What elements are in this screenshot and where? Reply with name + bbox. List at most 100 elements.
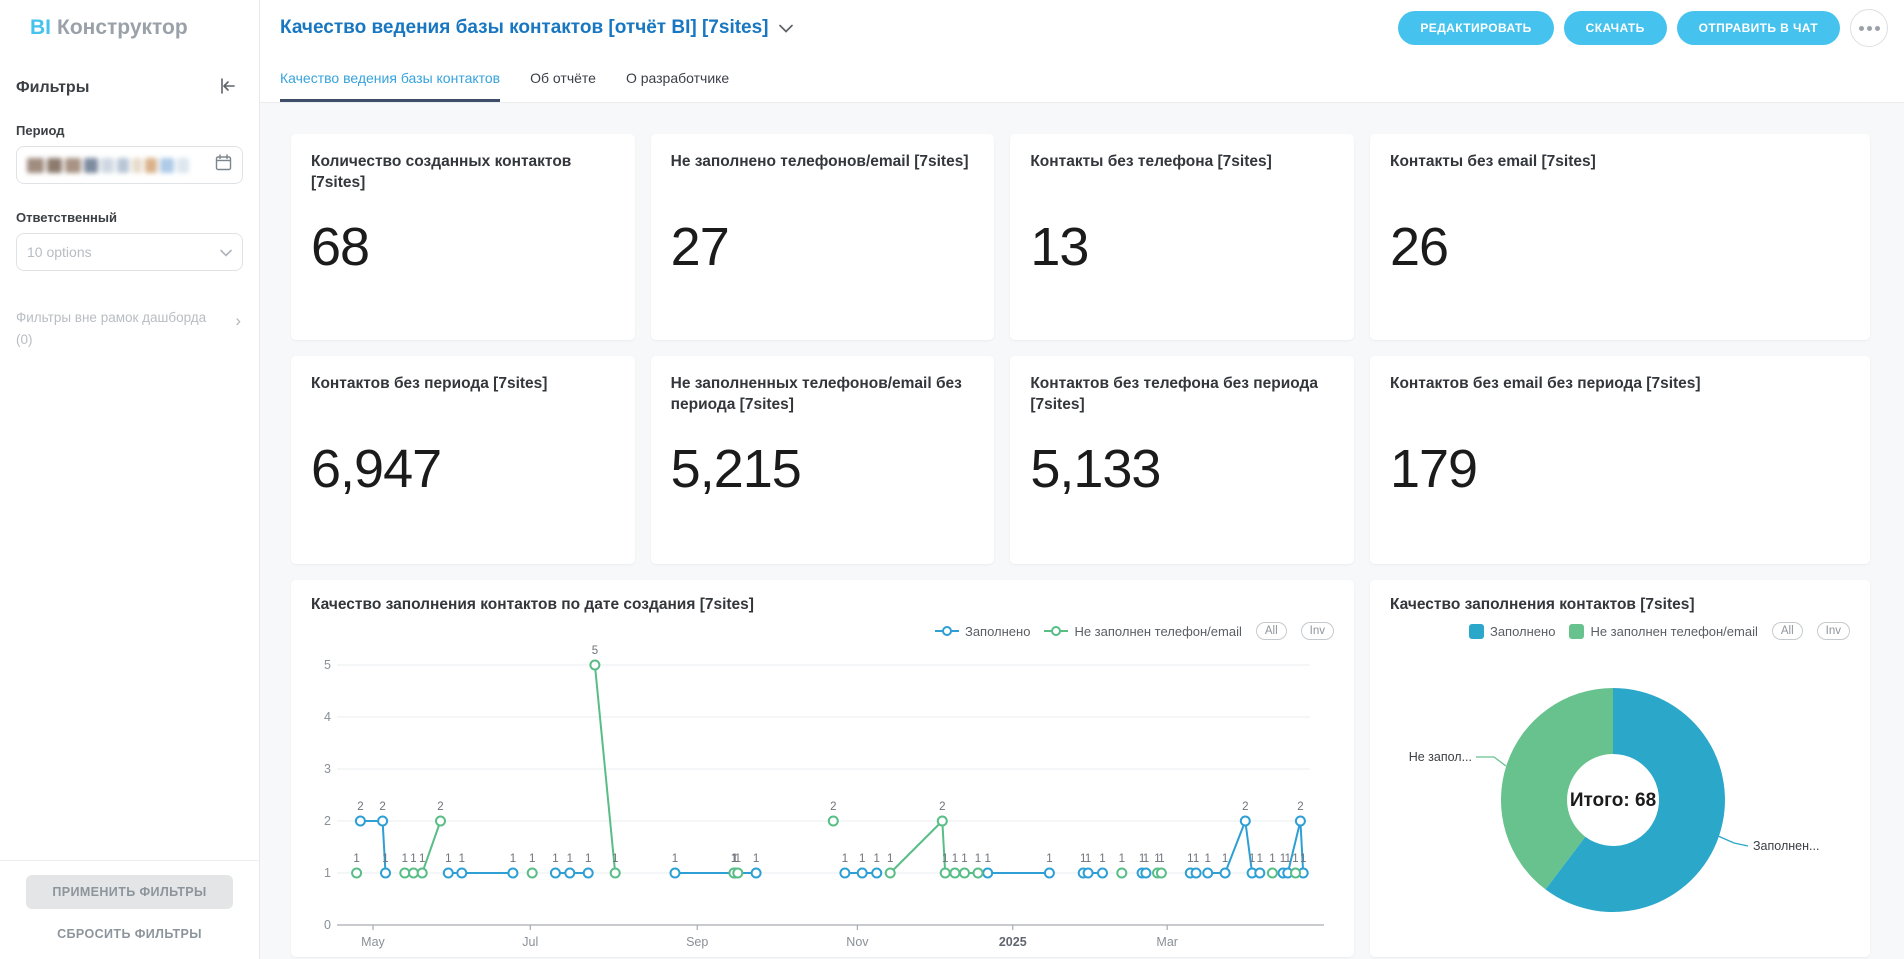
svg-text:May: May bbox=[361, 935, 385, 949]
kpi-value: 6,947 bbox=[311, 439, 442, 499]
svg-text:1: 1 bbox=[1300, 853, 1306, 865]
kpi-value: 26 bbox=[1389, 217, 1449, 277]
svg-text:1: 1 bbox=[672, 853, 678, 865]
svg-text:1: 1 bbox=[529, 853, 535, 865]
kpi-card-contacts-no-period: Контактов без периода [7sites] 6,947 bbox=[291, 356, 635, 564]
svg-text:1: 1 bbox=[510, 853, 516, 865]
svg-text:1: 1 bbox=[402, 853, 408, 865]
period-filter-label: Период bbox=[16, 123, 65, 138]
tab-quality-of-contacts[interactable]: Качество ведения базы контактов bbox=[280, 70, 501, 102]
kpi-title: Количество созданных контактов [7sites] bbox=[311, 153, 572, 191]
legend-item-filled[interactable]: Заполнено bbox=[1468, 623, 1555, 639]
more-options-button[interactable] bbox=[1850, 9, 1888, 47]
outer-filters-label: Фильтры вне рамок дашборда bbox=[16, 310, 207, 325]
svg-text:Mar: Mar bbox=[1156, 935, 1178, 949]
kpi-card-created-contacts: Количество созданных контактов [7sites] … bbox=[291, 134, 635, 340]
collapse-sidebar-icon[interactable] bbox=[219, 78, 237, 97]
svg-text:1: 1 bbox=[552, 853, 558, 865]
kpi-card-missing-phone-email: Не заполнено телефонов/email [7sites] 27 bbox=[650, 134, 995, 340]
outer-dashboard-filters-link[interactable]: Фильтры вне рамок дашборда (0) › bbox=[16, 307, 243, 350]
legend-item-not-filled[interactable]: Не заполнен телефон/email bbox=[1044, 624, 1242, 639]
svg-text:1: 1 bbox=[961, 853, 967, 865]
line-legend-marker-green bbox=[1044, 626, 1069, 636]
svg-text:1: 1 bbox=[753, 853, 759, 865]
kpi-card-contacts-without-email: Контакты без email [7sites] 26 bbox=[1369, 134, 1870, 340]
svg-text:1: 1 bbox=[612, 853, 618, 865]
svg-text:Итого: 68: Итого: 68 bbox=[1570, 790, 1656, 811]
svg-text:Заполнен...: Заполнен... bbox=[1753, 839, 1819, 853]
svg-text:1: 1 bbox=[445, 853, 451, 865]
svg-text:1: 1 bbox=[1080, 853, 1086, 865]
kpi-card-without-phone-no-period: Контактов без телефона без периода [7sit… bbox=[1010, 356, 1354, 564]
svg-text:Не запол...: Не запол... bbox=[1409, 750, 1472, 764]
legend-item-not-filled[interactable]: Не заполнен телефон/email bbox=[1569, 623, 1758, 639]
kpi-title: Контакты без телефона [7sites] bbox=[1030, 153, 1272, 170]
dashboard-content: Количество созданных контактов [7sites] … bbox=[260, 103, 1904, 959]
legend-inv-button[interactable]: Inv bbox=[1816, 622, 1850, 640]
svg-text:1: 1 bbox=[459, 853, 465, 865]
reset-filters-button[interactable]: СБРОСИТЬ ФИЛЬТРЫ bbox=[57, 927, 202, 941]
svg-text:2: 2 bbox=[830, 801, 836, 813]
filter-sidebar: BI Конструктор Фильтры Период Ответствен… bbox=[0, 0, 260, 959]
svg-text:1: 1 bbox=[842, 853, 848, 865]
kpi-value: 179 bbox=[1389, 439, 1478, 499]
app-logo: BI Конструктор bbox=[0, 0, 259, 56]
edit-button[interactable]: РЕДАКТИРОВАТЬ bbox=[1398, 11, 1554, 45]
svg-text:1: 1 bbox=[1193, 853, 1199, 865]
svg-text:1: 1 bbox=[1285, 853, 1291, 865]
svg-text:1: 1 bbox=[410, 853, 416, 865]
svg-text:1: 1 bbox=[732, 853, 738, 865]
chevron-down-icon bbox=[220, 244, 232, 260]
svg-text:3: 3 bbox=[324, 762, 331, 776]
svg-text:1: 1 bbox=[731, 853, 737, 865]
report-tabs: Качество ведения базы контактов Об отчёт… bbox=[260, 56, 1904, 103]
svg-text:1: 1 bbox=[1292, 853, 1298, 865]
svg-text:1: 1 bbox=[1280, 853, 1286, 865]
donut-legend-swatch-blue bbox=[1468, 623, 1484, 639]
period-date-input[interactable] bbox=[16, 146, 243, 184]
kpi-value: 5,133 bbox=[1030, 439, 1161, 499]
svg-text:2025: 2025 bbox=[999, 935, 1027, 949]
calendar-icon[interactable] bbox=[215, 154, 232, 176]
svg-text:1: 1 bbox=[1154, 853, 1160, 865]
report-title: Качество ведения базы контактов [отчёт B… bbox=[280, 17, 769, 38]
svg-text:1: 1 bbox=[1158, 853, 1164, 865]
svg-text:1: 1 bbox=[1119, 853, 1125, 865]
download-button[interactable]: СКАЧАТЬ bbox=[1563, 11, 1667, 45]
svg-text:2: 2 bbox=[324, 814, 331, 828]
report-title-chevron-icon[interactable] bbox=[778, 24, 793, 33]
svg-text:5: 5 bbox=[592, 645, 598, 657]
svg-text:1: 1 bbox=[419, 853, 425, 865]
legend-all-button[interactable]: All bbox=[1255, 622, 1287, 640]
chevron-right-icon: › bbox=[235, 311, 241, 330]
donut-chart-plot[interactable]: Не запол... Заполнен... Итого: 68 bbox=[1390, 640, 1850, 952]
svg-text:1: 1 bbox=[1139, 853, 1145, 865]
svg-text:2: 2 bbox=[939, 801, 945, 813]
responsible-select[interactable]: 10 options bbox=[16, 233, 243, 271]
kpi-title: Контакты без email [7sites] bbox=[1389, 153, 1596, 170]
kpi-card-contacts-without-phone: Контакты без телефона [7sites] 13 bbox=[1010, 134, 1354, 340]
send-to-chat-button[interactable]: ОТПРАВИТЬ В ЧАТ bbox=[1676, 11, 1840, 45]
svg-text:2: 2 bbox=[1242, 801, 1248, 813]
tab-about-report[interactable]: Об отчёте bbox=[530, 70, 596, 86]
kpi-card-missing-phone-email-no-period: Не заполненных телефонов/email без перио… bbox=[650, 356, 995, 564]
tab-about-developer[interactable]: О разработчике bbox=[625, 70, 730, 86]
svg-text:1: 1 bbox=[1187, 853, 1193, 865]
svg-text:1: 1 bbox=[585, 853, 591, 865]
svg-text:1: 1 bbox=[859, 853, 865, 865]
svg-text:Nov: Nov bbox=[846, 935, 869, 949]
legend-item-filled[interactable]: Заполнено bbox=[934, 624, 1030, 639]
svg-text:Sep: Sep bbox=[686, 935, 708, 949]
apply-filters-button[interactable]: ПРИМЕНИТЬ ФИЛЬТРЫ bbox=[26, 875, 233, 909]
logo-app-name: Конструктор bbox=[57, 16, 188, 39]
donut-chart-title: Качество заполнения контактов [7sites] bbox=[1389, 596, 1695, 613]
report-header: Качество ведения базы контактов [отчёт B… bbox=[260, 0, 1904, 56]
svg-text:1: 1 bbox=[353, 853, 359, 865]
legend-inv-button[interactable]: Inv bbox=[1300, 622, 1334, 640]
svg-text:2: 2 bbox=[437, 801, 443, 813]
kpi-card-without-email-no-period: Контактов без email без периода [7sites]… bbox=[1369, 356, 1870, 564]
svg-text:1: 1 bbox=[952, 853, 958, 865]
legend-all-button[interactable]: All bbox=[1771, 622, 1803, 640]
filters-panel-title: Фильтры bbox=[16, 78, 90, 96]
